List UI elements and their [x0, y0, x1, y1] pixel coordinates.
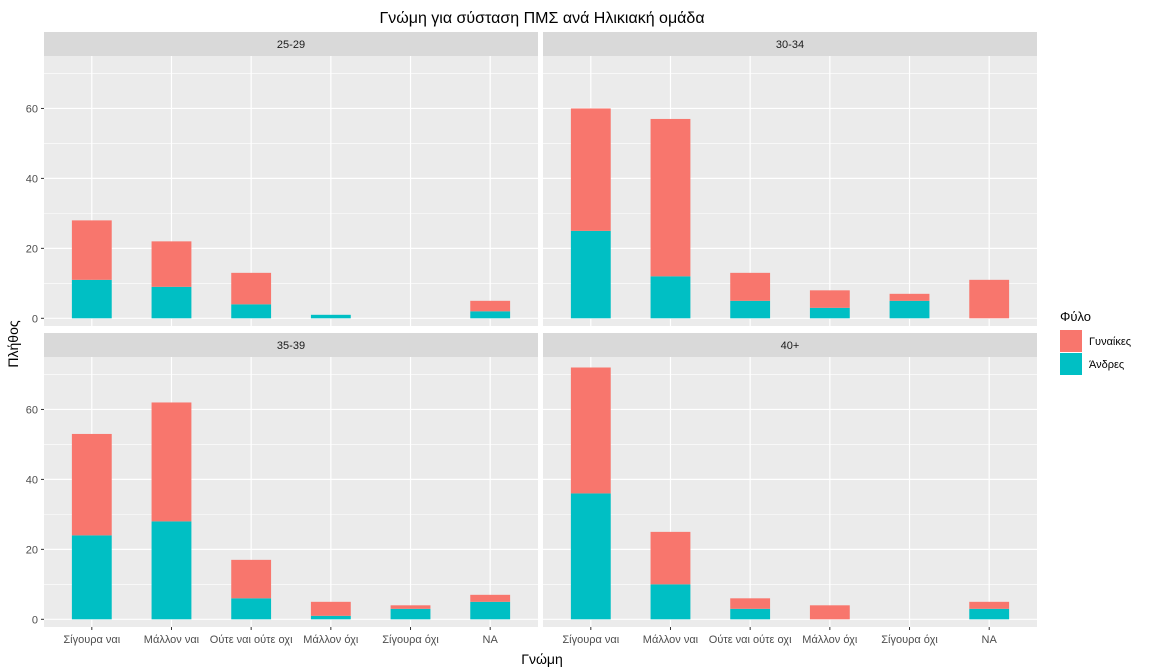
bar-segment	[390, 608, 431, 620]
bar-segment	[151, 402, 192, 522]
panel-strip-label: 30-34	[776, 39, 804, 51]
x-tick-label: Ούτε ναι ούτε οχι	[709, 634, 792, 646]
x-tick-label: Σίγουρα όχι	[881, 634, 938, 646]
y-tick-label: 20	[26, 544, 38, 556]
legend-title: Φύλο	[1060, 309, 1091, 324]
panel-strip-label: 25-29	[277, 39, 305, 51]
x-tick-label: NA	[483, 634, 499, 646]
panel-strip	[543, 32, 1037, 56]
chart-title: Γνώμη για σύσταση ΠΜΣ ανά Ηλικιακή ομάδα	[379, 10, 704, 27]
bar-segment	[650, 531, 691, 585]
legend-label-women: Γυναίκες	[1089, 336, 1131, 348]
bar-segment	[71, 433, 112, 536]
bar-segment	[151, 521, 192, 620]
panel-strip-label: 40+	[781, 340, 800, 352]
bar-segment	[809, 290, 850, 308]
bar-segment	[470, 601, 511, 620]
y-tick-label: 0	[32, 614, 38, 626]
bar-segment	[231, 304, 272, 319]
bar-segment	[71, 220, 112, 280]
x-tick-label: NA	[982, 634, 998, 646]
bar-segment	[650, 276, 691, 319]
bar-segment	[650, 584, 691, 620]
bar-segment	[570, 230, 611, 319]
bar-segment	[71, 279, 112, 319]
legend: Φύλο Γυναίκες Άνδρες	[1060, 309, 1131, 375]
y-tick-label: 40	[26, 474, 38, 486]
bar-segment	[969, 601, 1010, 609]
bar-segment	[730, 272, 771, 301]
panel-background	[543, 357, 1037, 627]
legend-label-men: Άνδρες	[1089, 359, 1124, 371]
bar-segment	[809, 307, 850, 319]
panel-background	[44, 56, 538, 326]
bar-segment	[151, 241, 192, 287]
bar-segment	[570, 493, 611, 620]
y-tick-label: 60	[26, 103, 38, 115]
legend-swatch-men	[1060, 353, 1082, 375]
bar-segment	[730, 608, 771, 620]
x-tick-label: Μάλλον όχι	[303, 634, 359, 646]
legend-swatch-women	[1060, 330, 1082, 352]
bar-segment	[889, 293, 930, 301]
y-tick-label: 20	[26, 243, 38, 255]
panel-1: 30-34	[543, 32, 1037, 326]
panel-strip	[44, 333, 538, 357]
x-tick-label: Σίγουρα ναι	[63, 634, 120, 646]
bar-segment	[310, 314, 351, 319]
panel-strip-label: 35-39	[277, 340, 305, 352]
bar-segment	[969, 279, 1010, 319]
x-tick-label: Μάλλον ναι	[643, 634, 699, 646]
x-tick-label: Σίγουρα όχι	[382, 634, 439, 646]
bar-segment	[231, 598, 272, 620]
panel-background	[543, 56, 1037, 326]
bar-segment	[231, 272, 272, 305]
bar-segment	[310, 601, 351, 616]
bar-segment	[231, 559, 272, 599]
bar-segment	[390, 605, 431, 609]
panel-3: 40+ Σίγουρα ναι Μάλλον ναι Ούτε ναι ούτε οχ…	[543, 333, 1037, 646]
bar-segment	[71, 535, 112, 620]
panels-grid: 25-29 0 20 40 60 30-34 35-39 0 20 40 60 Σίγουρα ναι…	[26, 32, 1037, 646]
bar-segment	[470, 311, 511, 319]
bar-segment	[650, 118, 691, 277]
y-axis-title: Πλήθος	[5, 320, 21, 367]
panel-2: 35-39 0 20 40 60 Σίγουρα ναι Μάλλον ναι Ούτε να…	[26, 333, 538, 646]
panel-strip	[543, 333, 1037, 357]
x-tick-label: Σίγουρα ναι	[562, 634, 619, 646]
bar-segment	[889, 300, 930, 319]
bar-segment	[809, 605, 850, 620]
bar-segment	[730, 598, 771, 609]
bar-segment	[310, 615, 351, 620]
y-tick-label: 0	[32, 313, 38, 325]
bar-segment	[570, 108, 611, 231]
bar-segment	[151, 286, 192, 319]
bar-segment	[470, 300, 511, 312]
bar-segment	[470, 594, 511, 602]
bar-segment	[570, 367, 611, 494]
bar-segment	[730, 300, 771, 319]
x-tick-label: Μάλλον όχι	[802, 634, 858, 646]
x-tick-label: Ούτε ναι ούτε οχι	[210, 634, 293, 646]
panel-0: 25-29 0 20 40 60	[26, 32, 538, 326]
y-tick-label: 60	[26, 404, 38, 416]
x-axis-title: Γνώμη	[521, 651, 563, 667]
panel-strip	[44, 32, 538, 56]
bar-segment	[969, 608, 1010, 620]
y-tick-label: 40	[26, 173, 38, 185]
panel-background	[44, 357, 538, 627]
x-tick-label: Μάλλον ναι	[144, 634, 200, 646]
